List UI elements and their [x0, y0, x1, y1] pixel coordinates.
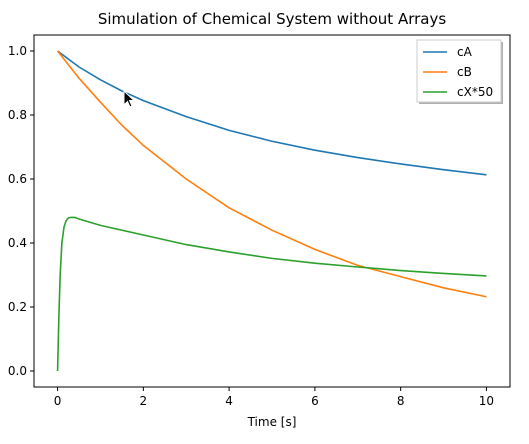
x-tick-label: 8	[397, 394, 405, 408]
y-tick-label: 0.0	[8, 364, 27, 378]
y-tick-label: 0.8	[8, 108, 27, 122]
y-tick-label: 1.0	[8, 44, 27, 58]
x-tick-label: 10	[479, 394, 494, 408]
plot-frame	[33, 34, 511, 388]
series-line-2	[56, 216, 487, 372]
legend-label-0: cA	[457, 45, 473, 59]
series-line-1	[56, 50, 487, 298]
x-tick-label: 2	[140, 394, 148, 408]
y-axis-ticks: 0.0 0.2 0.4 0.6 0.8 1.0	[8, 44, 34, 378]
mouse-cursor-icon	[123, 90, 136, 108]
chart-title: Simulation of Chemical System without Ar…	[98, 10, 447, 28]
x-axis-label: Time [s]	[247, 415, 297, 429]
x-tick-label: 4	[225, 394, 233, 408]
series-layer	[56, 50, 487, 372]
legend: cA cB cX*50	[416, 39, 503, 104]
x-tick-label: 0	[54, 394, 62, 408]
legend-label-1: cB	[457, 65, 472, 79]
y-tick-label: 0.6	[8, 172, 27, 186]
y-tick-label: 0.4	[8, 236, 27, 250]
x-tick-label: 6	[311, 394, 319, 408]
y-tick-label: 0.2	[8, 300, 27, 314]
legend-label-2: cX*50	[457, 85, 493, 99]
x-axis-ticks: 0 2 4 6 8 10	[54, 387, 494, 408]
series-line-0	[57, 50, 487, 176]
